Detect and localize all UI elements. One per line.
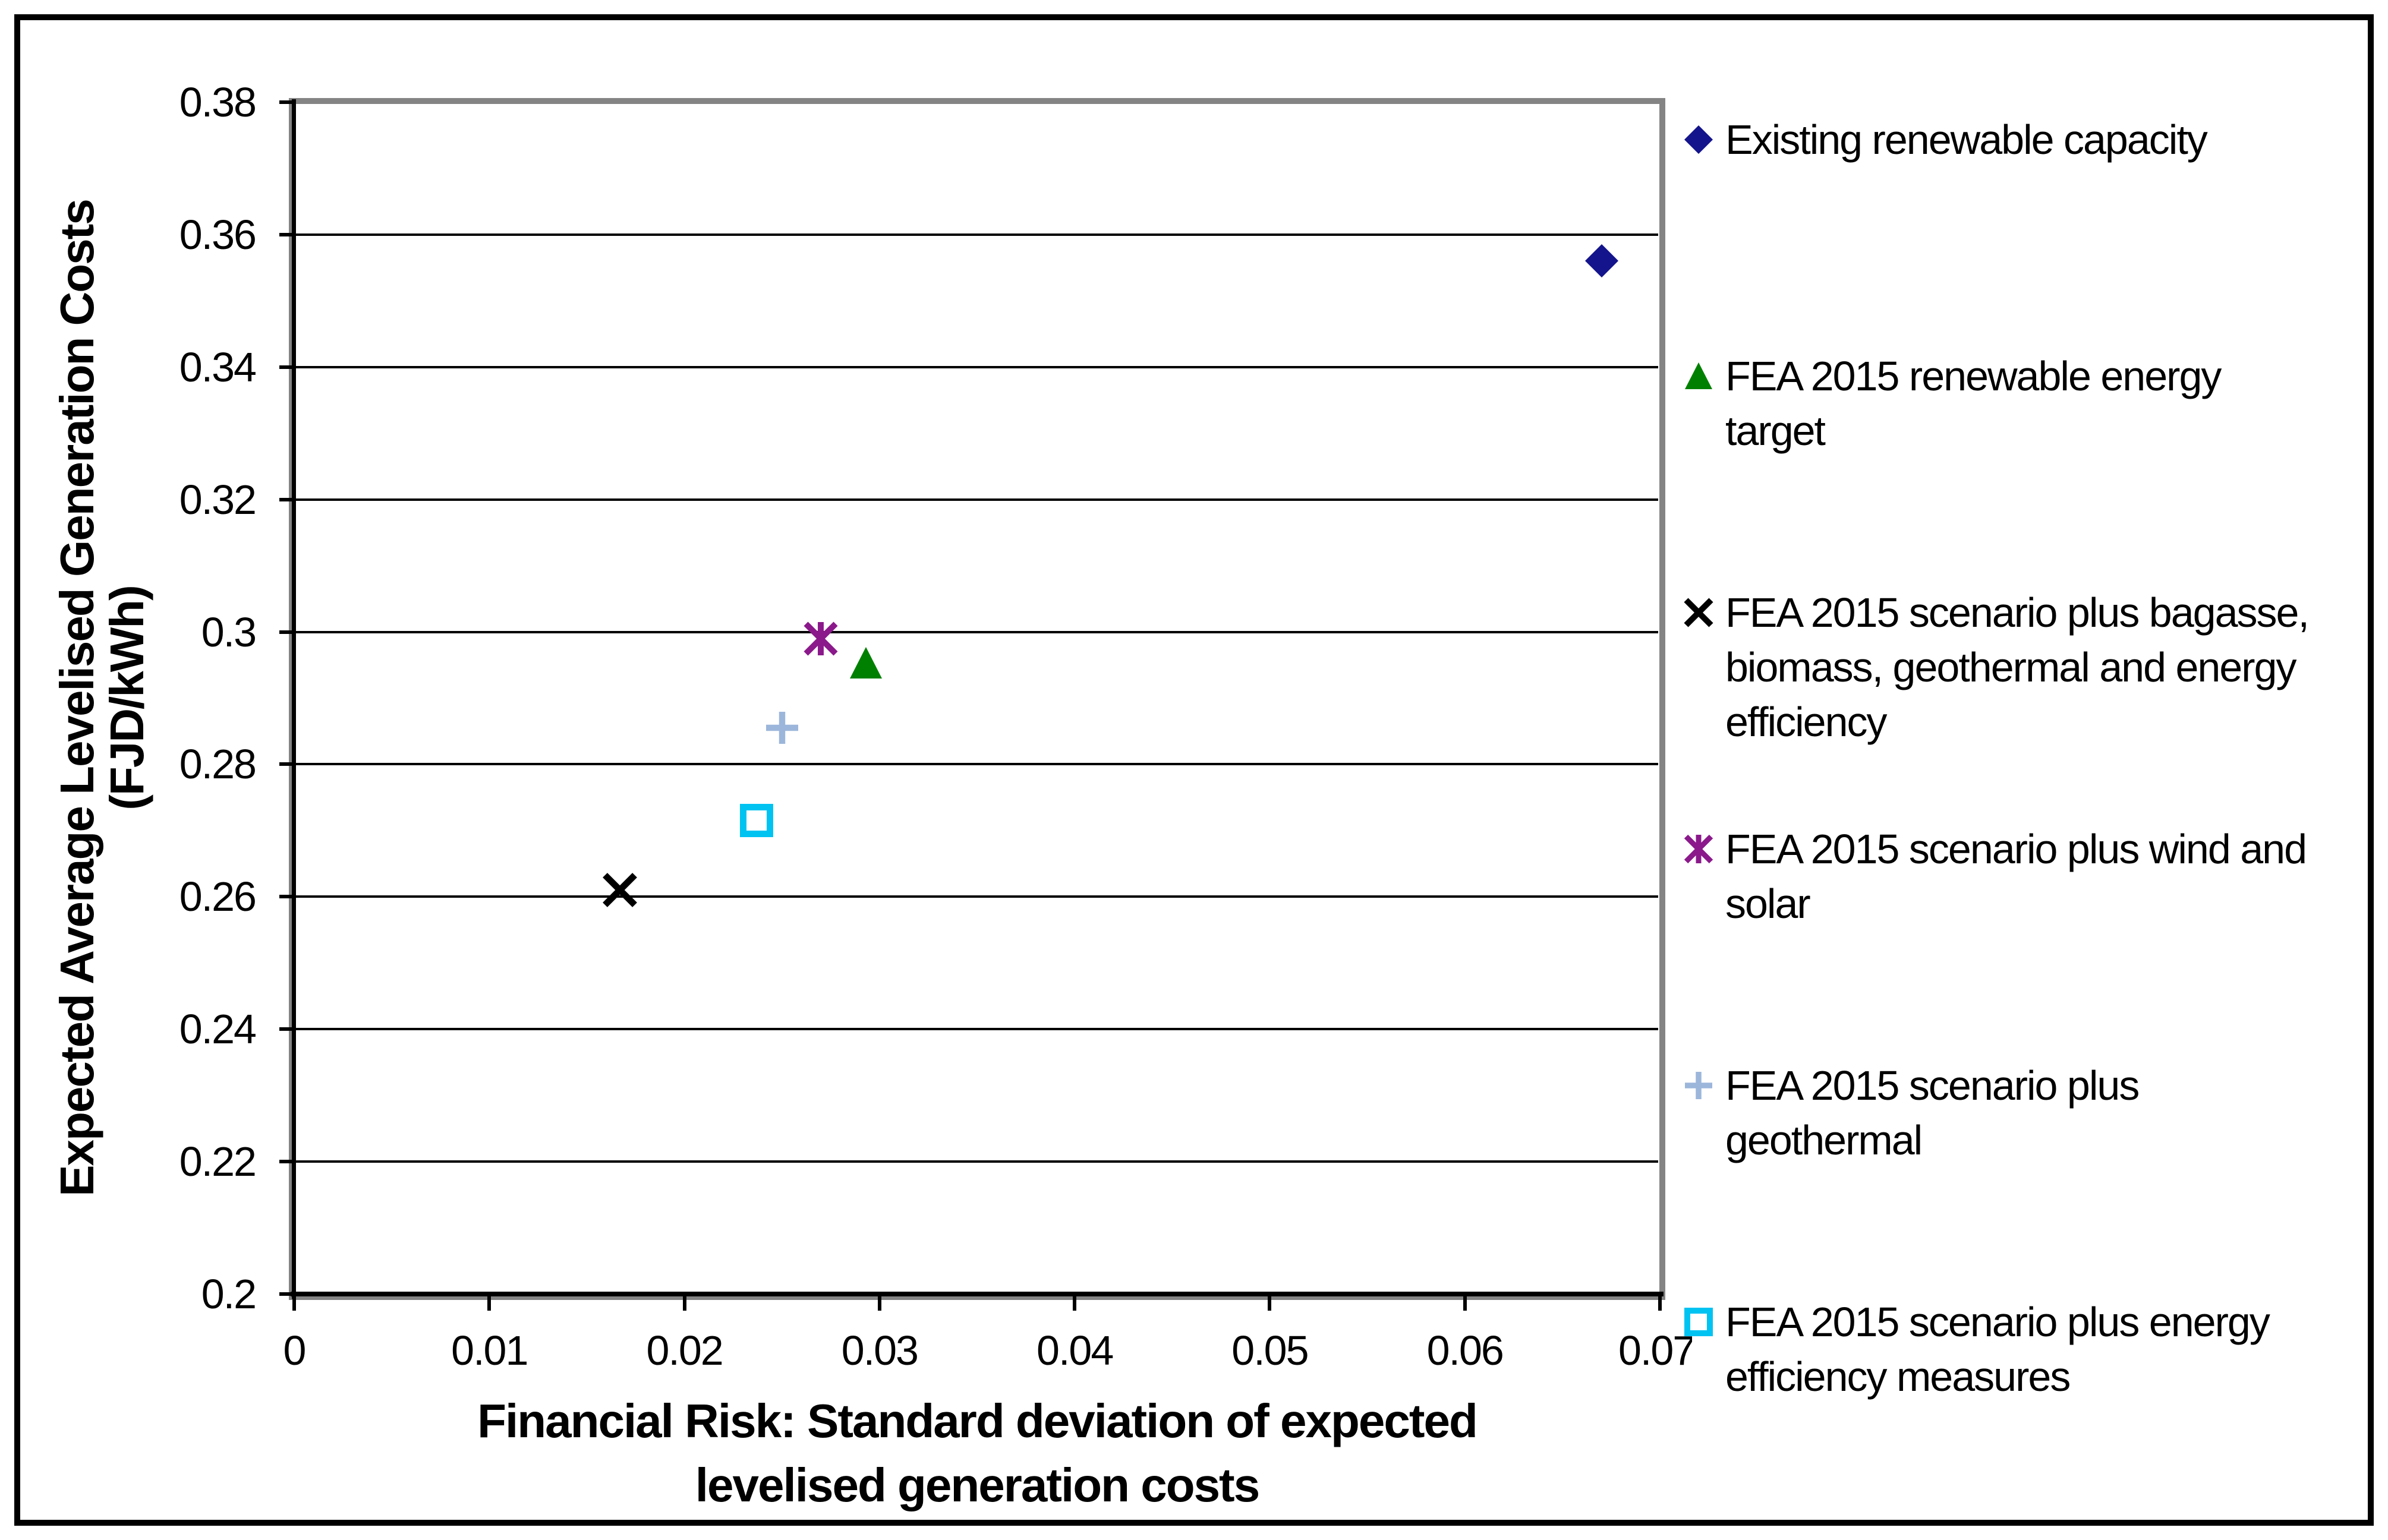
- x-tick-0.07: [1658, 1296, 1662, 1311]
- x-tick-label-0.03: 0.03: [841, 1327, 919, 1374]
- x-tick-label-0: 0: [283, 1327, 307, 1374]
- y-tick-0.22: [279, 1160, 295, 1164]
- y-tick-label-0.22: 0.22: [179, 1138, 257, 1185]
- x-tick-0.05: [1268, 1296, 1272, 1311]
- asterisk-marker-icon: [1684, 834, 1713, 864]
- point-fea-2015-renewable-energy-target: [849, 646, 883, 680]
- y-tick-label-0.32: 0.32: [179, 476, 257, 523]
- y-tick-0.26: [279, 895, 295, 899]
- gridline-0.34: [295, 365, 1658, 368]
- gridline-0.32: [295, 498, 1658, 501]
- x-axis-title: Financial Risk: Standard deviation of ex…: [442, 1389, 1512, 1517]
- y-tick-label-0.24: 0.24: [179, 1006, 257, 1053]
- plus-marker-icon: [765, 712, 798, 744]
- point-fea-2015-scenario-plus-bagasse-biomass-geotherma: [603, 873, 638, 908]
- y-axis-line: [292, 99, 296, 1299]
- legend-label-line: Existing renewable capacity: [1725, 116, 2208, 163]
- point-fea-2015-scenario-plus-wind-and-solar: [804, 621, 838, 656]
- legend-label-line: FEA 2015 renewable energy: [1725, 353, 2222, 399]
- triangle-marker-icon: [849, 646, 882, 679]
- legend-label: FEA 2015 renewable energy target: [1725, 349, 2222, 458]
- point-existing-renewable-capacity: [1584, 244, 1619, 278]
- y-tick-0.38: [279, 100, 295, 104]
- legend-label: FEA 2015 scenario plus geothermal: [1725, 1058, 2140, 1167]
- x-marker-icon: [1684, 598, 1713, 627]
- gridline-0.28: [295, 763, 1658, 766]
- asterisk-marker-icon: [804, 621, 838, 656]
- gridline-0.24: [295, 1028, 1658, 1031]
- y-tick-label-0.38: 0.38: [179, 79, 257, 125]
- x-tick-0.01: [487, 1296, 492, 1311]
- y-tick-label-0.36: 0.36: [179, 211, 257, 258]
- plot-area-border: [289, 98, 1665, 1300]
- y-tick-0.2: [279, 1292, 295, 1296]
- x-axis-title-line-1: Financial Risk: Standard deviation of ex…: [477, 1394, 1478, 1447]
- x-tick-0: [292, 1296, 296, 1311]
- legend-label-line: target: [1725, 408, 1826, 454]
- y-tick-label-0.34: 0.34: [179, 343, 257, 390]
- diamond-marker-icon: [1684, 125, 1713, 154]
- square-open-marker-icon: [740, 804, 774, 838]
- legend-label: FEA 2015 scenario plus bagasse, biomass, …: [1725, 585, 2310, 749]
- x-tick-0.03: [877, 1296, 881, 1311]
- legend-marker: [1684, 361, 1713, 391]
- y-tick-0.28: [279, 762, 295, 766]
- legend-label-line: efficiency measures: [1725, 1353, 2071, 1400]
- y-tick-label-0.28: 0.28: [179, 741, 257, 788]
- x-axis-title-line-2: levelised generation costs: [695, 1459, 1260, 1511]
- legend-label-line: biomass, geothermal and energy: [1725, 644, 2296, 690]
- x-tick-label-0.04: 0.04: [1037, 1327, 1114, 1374]
- gridline-0.36: [295, 233, 1658, 236]
- x-marker-icon: [603, 873, 638, 908]
- legend-label: FEA 2015 scenario plus energy efficiency …: [1725, 1295, 2270, 1404]
- legend-marker: [1684, 834, 1713, 864]
- y-tick-0.3: [279, 630, 295, 634]
- x-tick-label-0.05: 0.05: [1231, 1327, 1309, 1374]
- point-fea-2015-scenario-plus-energy-efficiency-measure: [739, 803, 774, 838]
- legend-label: FEA 2015 scenario plus wind and solar: [1725, 822, 2307, 931]
- plus-marker-icon: [1685, 1072, 1712, 1099]
- x-tick-0.02: [682, 1296, 686, 1311]
- y-tick-label-0.26: 0.26: [179, 873, 257, 920]
- legend-marker: [1684, 598, 1713, 627]
- legend-marker: [1684, 1307, 1713, 1337]
- y-tick-label-0.3: 0.3: [201, 608, 257, 655]
- legend-marker: [1684, 1071, 1713, 1100]
- legend-label-line: solar: [1725, 881, 1811, 927]
- y-tick-label-0.2: 0.2: [201, 1271, 257, 1317]
- x-tick-0.04: [1073, 1296, 1077, 1311]
- x-axis-line: [291, 1292, 1664, 1296]
- legend-marker: [1684, 125, 1713, 154]
- legend-label-line: FEA 2015 scenario plus energy: [1725, 1299, 2270, 1345]
- legend-label-line: FEA 2015 scenario plus: [1725, 1062, 2140, 1109]
- y-axis-title: Expected Average Levelised Generation Co…: [51, 200, 153, 1197]
- legend-label: Existing renewable capacity: [1725, 112, 2208, 167]
- point-fea-2015-scenario-plus-geothermal: [765, 711, 799, 745]
- legend-label-line: efficiency: [1725, 699, 1888, 745]
- diamond-marker-icon: [1584, 244, 1618, 278]
- triangle-marker-icon: [1685, 362, 1712, 389]
- x-tick-label-0.06: 0.06: [1426, 1327, 1504, 1374]
- legend-label-line: FEA 2015 scenario plus wind and: [1725, 826, 2307, 872]
- legend-label-line: geothermal: [1725, 1117, 1923, 1163]
- y-tick-0.32: [279, 497, 295, 501]
- gridline-0.26: [295, 895, 1658, 898]
- x-tick-0.06: [1463, 1296, 1467, 1311]
- y-tick-0.24: [279, 1027, 295, 1031]
- figure-border: [14, 14, 2374, 1526]
- x-tick-label-0.07: 0.07: [1618, 1327, 1692, 1374]
- gridline-0.22: [295, 1160, 1658, 1163]
- x-tick-label-0.01: 0.01: [451, 1327, 528, 1374]
- x-tick-label-0.02: 0.02: [646, 1327, 723, 1374]
- square-open-marker-icon: [1684, 1308, 1713, 1336]
- gridline-0.3: [295, 630, 1658, 633]
- y-tick-0.34: [279, 365, 295, 369]
- legend-label-line: FEA 2015 scenario plus bagasse,: [1725, 589, 2310, 636]
- y-tick-0.36: [279, 232, 295, 236]
